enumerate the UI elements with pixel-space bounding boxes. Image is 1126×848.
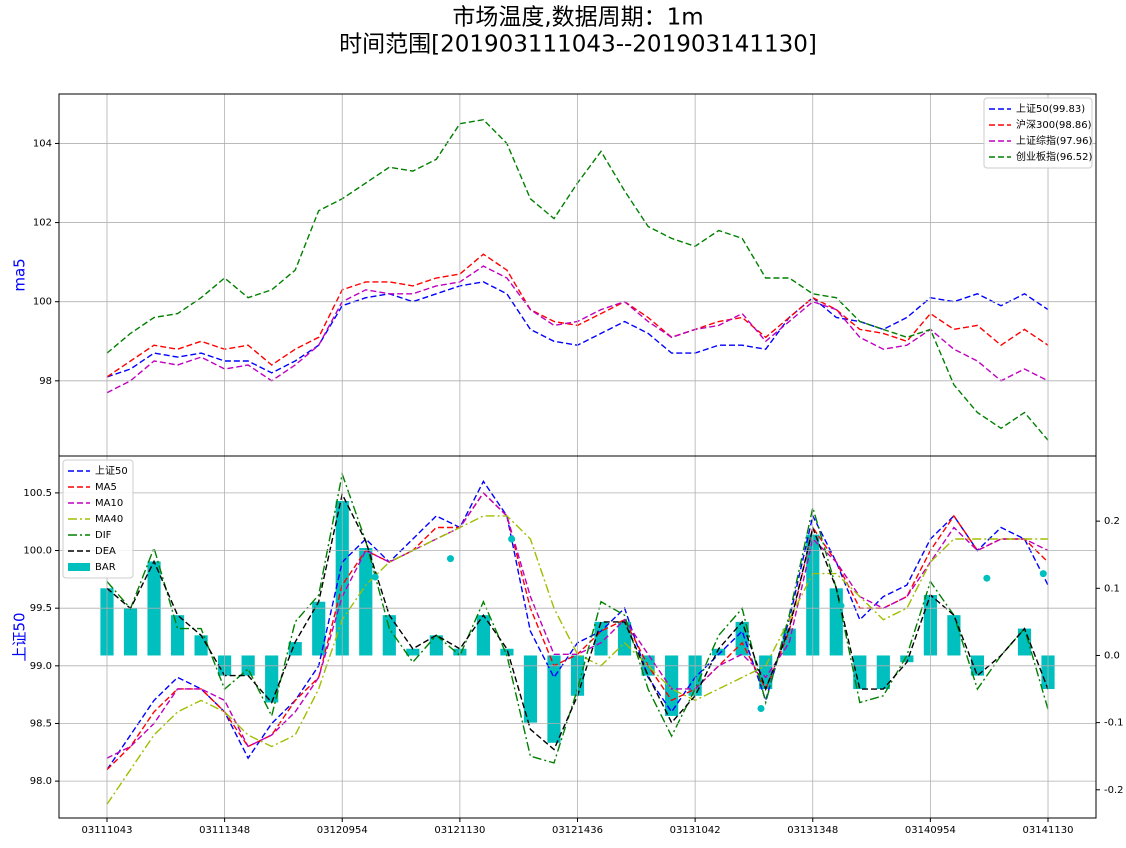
legend-swatch xyxy=(68,563,90,571)
bar xyxy=(665,655,679,716)
bar xyxy=(265,655,279,703)
legend-label: 上证综指(97.96) xyxy=(1016,134,1093,147)
x-tick-label: 03111348 xyxy=(199,825,250,836)
bar xyxy=(312,601,326,656)
bar xyxy=(876,655,890,690)
bar xyxy=(829,588,843,656)
legend-box xyxy=(983,97,1093,169)
y2-tick-label: 0.1 xyxy=(1104,583,1120,594)
x-tick-label: 03111043 xyxy=(82,825,133,836)
y2-tick-label: 0.2 xyxy=(1104,516,1120,527)
legend-label: MA40 xyxy=(95,514,123,525)
bar xyxy=(406,648,420,656)
plot-frame xyxy=(58,455,1097,819)
y-tick-label: 100.5 xyxy=(23,488,52,499)
bar xyxy=(429,635,443,656)
bar xyxy=(194,635,208,656)
x-tick-label: 03120954 xyxy=(317,825,368,836)
legend-label: BAR xyxy=(95,562,116,573)
scatter-point xyxy=(1039,570,1047,578)
bar xyxy=(382,615,396,656)
y-tick-label: 104 xyxy=(33,138,52,149)
bar xyxy=(947,615,961,656)
bar xyxy=(500,648,514,656)
y-tick-label: 102 xyxy=(33,218,52,229)
scatter-point xyxy=(371,573,379,581)
legend-label: DEA xyxy=(95,546,116,557)
y2-tick-label: -0.2 xyxy=(1104,785,1124,796)
scatter-point xyxy=(508,535,516,543)
y-tick-label: 99.5 xyxy=(30,603,52,614)
y-tick-label: 98 xyxy=(39,376,52,387)
scatter-point xyxy=(983,574,991,582)
legend-box xyxy=(62,459,134,579)
x-tick-label: 03131348 xyxy=(787,825,838,836)
x-tick-label: 03140954 xyxy=(905,825,956,836)
y-tick-label: 98.0 xyxy=(30,776,52,787)
bar xyxy=(712,648,726,656)
legend-label: DIF xyxy=(95,530,112,541)
y2-tick-label: 0.0 xyxy=(1104,650,1120,661)
y2-tick-label: -0.1 xyxy=(1104,718,1124,729)
bar xyxy=(523,655,538,723)
legend-label: MA10 xyxy=(95,498,123,509)
y-tick-label: 99.0 xyxy=(30,661,52,672)
y-tick-label: 100 xyxy=(33,297,52,308)
scatter-point xyxy=(446,555,454,563)
legend-label: 沪深300(98.86) xyxy=(1016,118,1092,131)
x-tick-label: 03121436 xyxy=(552,825,603,836)
chart-title: 市场温度,数据周期：1m xyxy=(452,5,703,31)
bar xyxy=(170,615,185,656)
y-tick-label: 98.5 xyxy=(30,718,52,729)
bar xyxy=(853,655,867,690)
x-tick-label: 03141130 xyxy=(1023,825,1074,836)
y-axis-label: ma5 xyxy=(11,258,29,291)
legend-label: 创业板指(96.52) xyxy=(1016,150,1093,163)
legend-label: 上证50 xyxy=(95,465,128,477)
series-line xyxy=(106,471,1049,764)
bar xyxy=(547,655,561,743)
scatter-point xyxy=(757,704,765,712)
bar xyxy=(900,655,914,663)
chart-subtitle: 时间范围[201903111043--201903141130] xyxy=(339,32,817,58)
bar xyxy=(359,548,373,656)
x-tick-label: 03121130 xyxy=(434,825,485,836)
x-tick-label: 03131042 xyxy=(670,825,721,836)
legend-label: MA5 xyxy=(95,482,117,493)
bar xyxy=(476,615,490,656)
bar xyxy=(123,608,138,656)
y-axis-label: 上证50 xyxy=(11,612,29,661)
bar xyxy=(288,642,302,656)
y-tick-label: 100.0 xyxy=(23,546,52,557)
scatter-point xyxy=(837,602,845,610)
legend-label: 上证50(99.83) xyxy=(1016,103,1085,115)
